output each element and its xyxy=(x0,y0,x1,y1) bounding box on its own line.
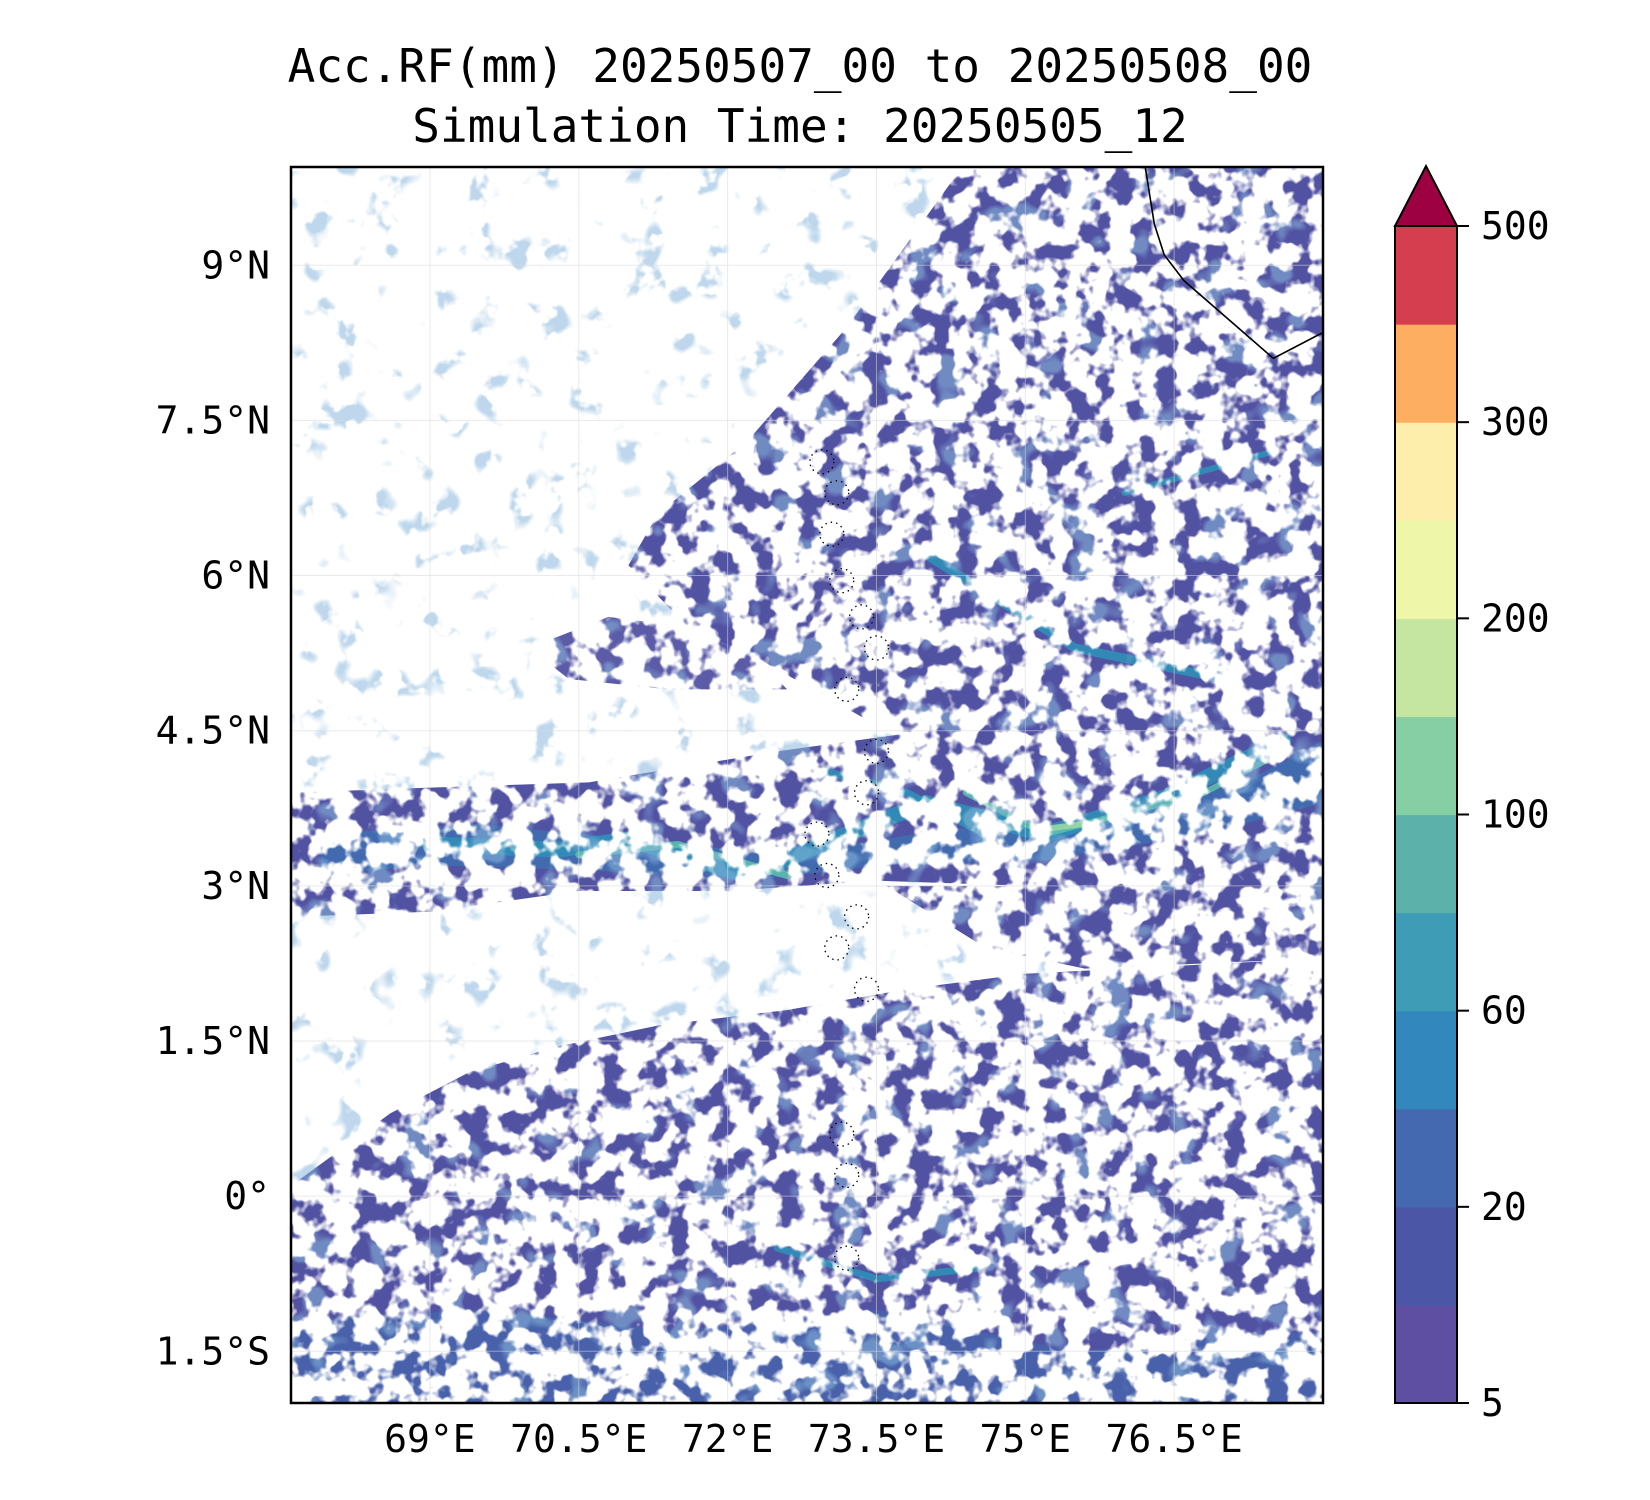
atoll-outline xyxy=(829,1121,855,1147)
colorbar-tick-label: 200 xyxy=(1481,596,1550,640)
x-tick-label: 76.5°E xyxy=(1106,1417,1243,1461)
colorbar-tick-label: 300 xyxy=(1481,400,1550,444)
atoll-outline xyxy=(834,676,860,702)
colorbar-tick-label: 500 xyxy=(1481,204,1550,248)
atoll-outline xyxy=(853,780,880,806)
colorbar-tick-label: 60 xyxy=(1481,989,1527,1033)
atoll-outline xyxy=(829,568,855,594)
y-tick-label: 7.5°N xyxy=(156,398,270,442)
coastline xyxy=(804,167,1323,1271)
y-tick-label: 4.5°N xyxy=(156,709,270,753)
map-frame xyxy=(289,165,1325,1405)
colorbar-segment xyxy=(1395,1108,1457,1208)
y-tick-label: 0° xyxy=(224,1174,270,1218)
atoll-outline xyxy=(834,1245,860,1271)
colorbar: 5 20 60 100 200 300 500 xyxy=(1393,163,1550,1425)
y-tick-label: 6°N xyxy=(201,554,270,598)
colorbar-segment xyxy=(1395,814,1457,914)
colorbar-segment xyxy=(1395,1304,1457,1404)
gridlines xyxy=(291,167,1323,1403)
atoll-outline xyxy=(804,821,830,847)
x-tick-label: 69°E xyxy=(384,1417,476,1461)
coastline-india xyxy=(1144,167,1323,360)
atoll-outline xyxy=(848,604,875,630)
colorbar-segment xyxy=(1395,520,1457,619)
colorbar-segment xyxy=(1395,716,1457,816)
colorbar-segment xyxy=(1395,1010,1457,1110)
y-tick-label: 1.5°N xyxy=(156,1019,270,1063)
atoll-outline xyxy=(824,480,850,506)
rainfall-field xyxy=(291,167,1323,1403)
latitude-axis: 9°N 7.5°N 6°N 4.5°N 3°N 1.5°N 0° 1.5°S xyxy=(156,243,270,1373)
atoll-outline xyxy=(819,521,845,547)
colorbar-segment xyxy=(1395,226,1457,325)
atoll-outline xyxy=(863,738,890,765)
colorbar-tick-label: 20 xyxy=(1481,1185,1527,1229)
x-tick-label: 70.5°E xyxy=(510,1417,647,1461)
colorbar-segment xyxy=(1395,1206,1457,1306)
colorbar-segment xyxy=(1395,912,1457,1012)
y-tick-label: 3°N xyxy=(201,864,270,908)
atoll-outline xyxy=(824,935,850,961)
colorbar-tick-label: 5 xyxy=(1481,1381,1504,1425)
colorbar-segment xyxy=(1395,422,1457,521)
colorbar-segment xyxy=(1395,618,1457,718)
map-subtitle: Simulation Time: 20250505_12 xyxy=(412,99,1188,153)
atoll-outline xyxy=(834,1162,860,1189)
atoll-outline xyxy=(814,862,840,889)
x-tick-label: 75°E xyxy=(980,1417,1072,1461)
colorbar-segment xyxy=(1395,324,1457,423)
x-tick-label: 72°E xyxy=(682,1417,774,1461)
atoll-outline xyxy=(853,976,880,1002)
colorbar-tick-label: 100 xyxy=(1481,793,1550,837)
colorbar-extend-triangle xyxy=(1393,163,1459,227)
y-tick-label: 1.5°S xyxy=(156,1329,270,1373)
atoll-outline xyxy=(863,635,890,661)
longitude-axis: 69°E 70.5°E 72°E 73.5°E 75°E 76.5°E xyxy=(384,1417,1243,1461)
x-tick-label: 73.5°E xyxy=(808,1417,945,1461)
atoll-outline xyxy=(843,904,870,930)
y-tick-label: 9°N xyxy=(201,243,270,287)
atoll-outline xyxy=(809,449,835,475)
map-title: Acc.RF(mm) 20250507_00 to 20250508_00 xyxy=(287,39,1313,93)
